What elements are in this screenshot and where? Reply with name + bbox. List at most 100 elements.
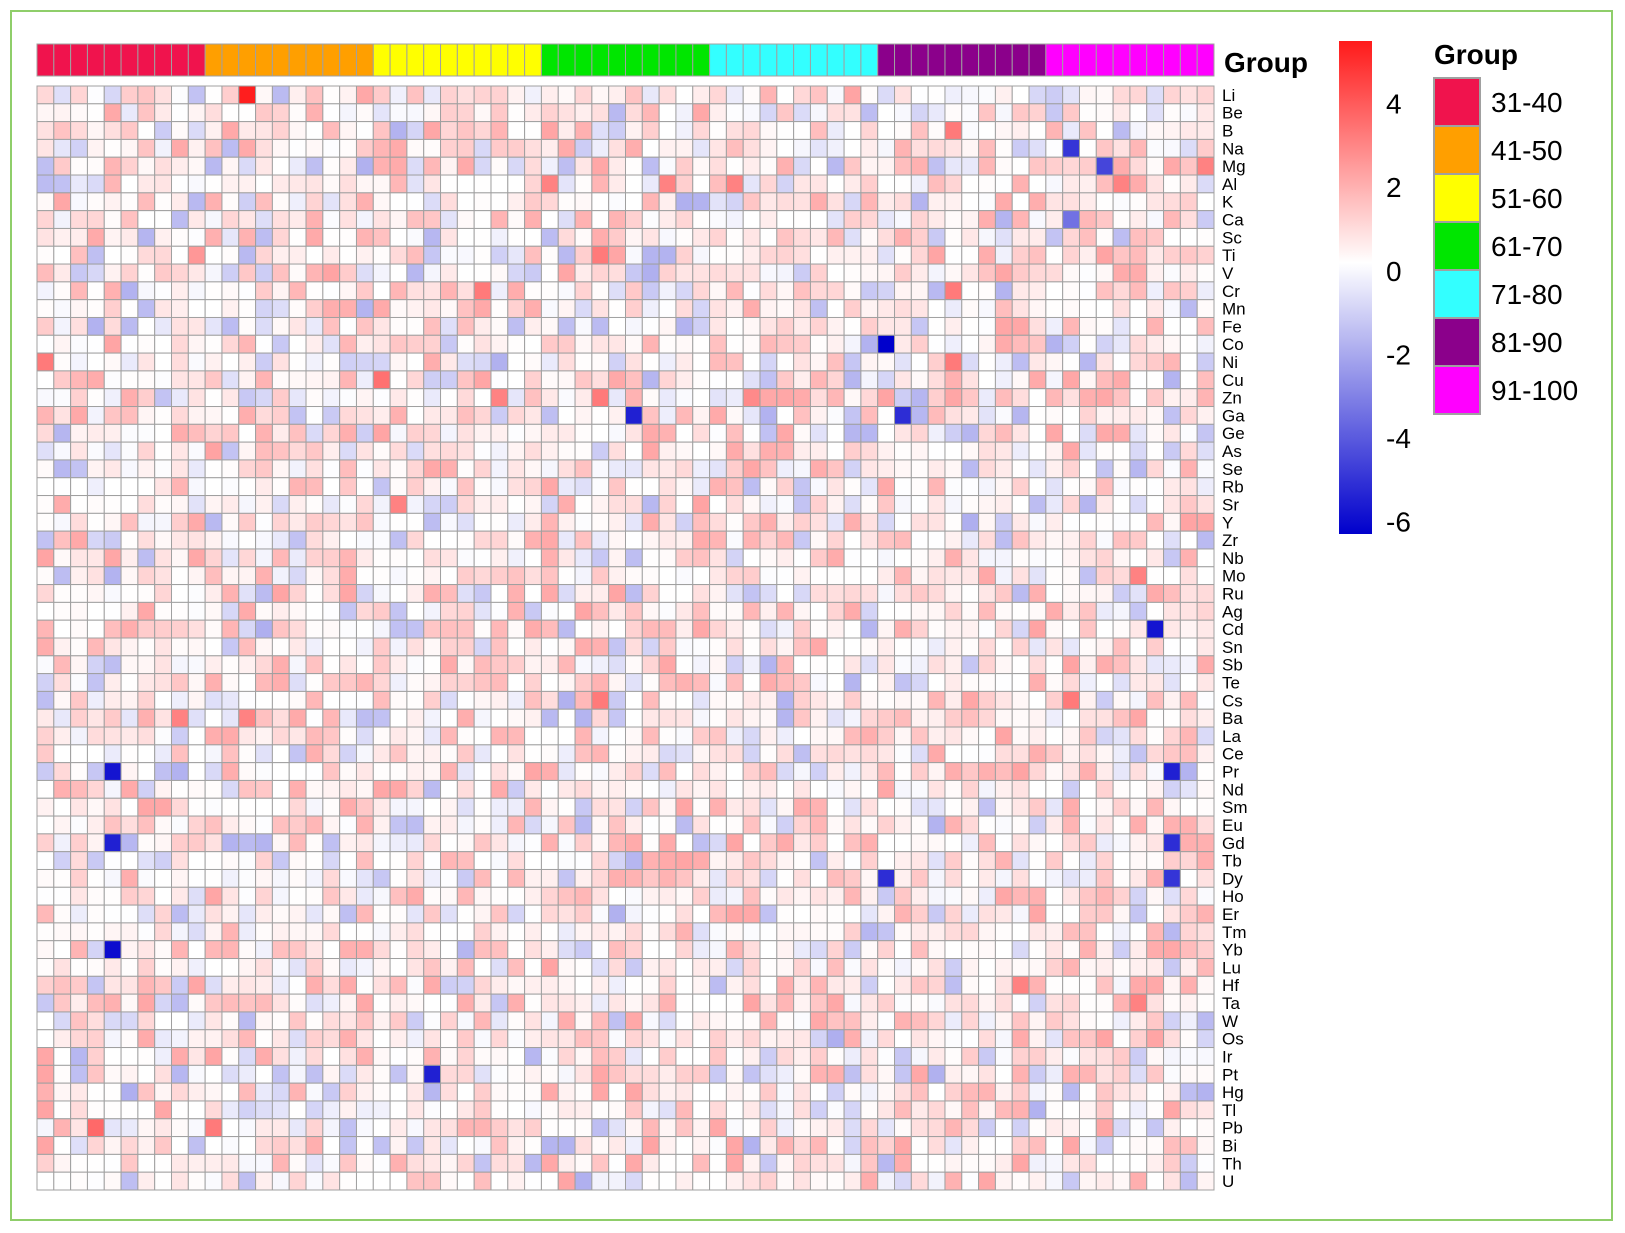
heatmap-cell [692,1082,711,1102]
heatmap-cell [1146,922,1165,942]
heatmap-cell [692,904,711,924]
heatmap-cell [1163,192,1181,212]
row-label: B [1222,122,1233,141]
heatmap-cell [1196,1153,1215,1173]
heatmap-cell [389,459,408,479]
heatmap-cell [540,762,559,781]
heatmap-cell [221,1100,240,1120]
heatmap-cell [204,726,223,746]
heatmap-cell [473,103,492,123]
heatmap-cell [355,227,374,247]
heatmap-cell [473,1153,492,1173]
group-bar-cell [877,43,896,77]
heatmap-cell [709,512,727,532]
heatmap-cell [70,1153,88,1173]
heatmap-cell [860,726,879,746]
heatmap-cell [1196,851,1215,870]
heatmap-cell [372,121,391,140]
heatmap-cell [86,156,105,176]
heatmap-cell [339,1136,357,1155]
heatmap-cell [1179,1047,1198,1066]
heatmap-cell [961,851,980,870]
heatmap-cell [322,1136,341,1155]
heatmap-cell [658,316,677,336]
heatmap-cell [490,708,509,728]
heatmap-cell [809,263,828,283]
heatmap-cell [894,1100,912,1120]
heatmap-cell [456,370,475,390]
heatmap-cell [204,922,223,942]
heatmap-cell [1028,316,1047,336]
heatmap-cell [927,227,946,247]
heatmap-cell [171,708,189,728]
heatmap-cell [1078,548,1097,568]
heatmap-cell [154,797,173,817]
heatmap-cell [221,1011,240,1031]
heatmap-cell [877,1100,896,1120]
heatmap-cell [440,975,458,995]
heatmap-cell [641,619,660,639]
heatmap-cell [271,1118,290,1138]
heatmap-cell [423,1029,442,1049]
heatmap-cell [171,673,189,692]
heatmap-cell [591,690,610,710]
heatmap-cell [1011,227,1030,247]
heatmap-cell [1028,673,1047,692]
heatmap-cell [1028,922,1047,942]
heatmap-cell [658,334,677,354]
heatmap-cell [625,958,643,977]
heatmap-cell [187,940,206,960]
heatmap-cell [473,370,492,390]
heatmap-cell [540,1082,559,1102]
group-bar-cell [305,43,324,77]
heatmap-cell [557,138,576,158]
heatmap-cell [204,281,223,301]
heatmap-cell [1028,441,1047,461]
heatmap-cell [187,281,206,301]
heatmap-cell [944,352,963,372]
heatmap-cell [927,1118,946,1138]
heatmap-cell [53,388,72,408]
heatmap-cell [927,495,946,514]
heatmap-cell [1112,1082,1131,1102]
heatmap-cell [1163,762,1181,781]
heatmap-cell [843,1082,862,1102]
heatmap-cell [305,299,324,318]
heatmap-cell [389,868,408,888]
heatmap-cell [557,655,576,675]
heatmap-cell [1062,779,1080,799]
heatmap-cell [355,815,374,835]
group-bar-cell [557,43,576,77]
heatmap-cell [1196,601,1215,621]
heatmap-cell [70,958,88,977]
heatmap-cell [187,210,206,229]
heatmap-cell [255,227,273,247]
heatmap-cell [305,637,324,657]
row-label: Sm [1222,798,1248,817]
heatmap-cell [1163,708,1181,728]
heatmap-cell [557,459,576,479]
heatmap-cell [204,958,223,977]
heatmap-cell [120,210,139,229]
heatmap-cell [120,868,139,888]
heatmap-cell [305,1153,324,1173]
heatmap-cell [927,744,946,764]
heatmap-cell [658,797,677,817]
heatmap-cell [372,156,391,176]
heatmap-cell [1146,441,1165,461]
heatmap-cell [759,744,778,764]
heatmap-cell [641,1082,660,1102]
heatmap-cell [625,495,643,514]
heatmap-cell [322,1100,341,1120]
heatmap-cell [171,1171,189,1191]
heatmap-cell [961,495,980,514]
heatmap-cell [103,851,122,870]
heatmap-cell [238,263,257,283]
heatmap-cell [322,388,341,408]
heatmap-cell [1179,406,1198,425]
group-bar-cell [406,43,425,77]
heatmap-cell [742,406,761,425]
heatmap-cell [927,121,946,140]
heatmap-cell [557,1029,576,1049]
heatmap-cell [557,548,576,568]
